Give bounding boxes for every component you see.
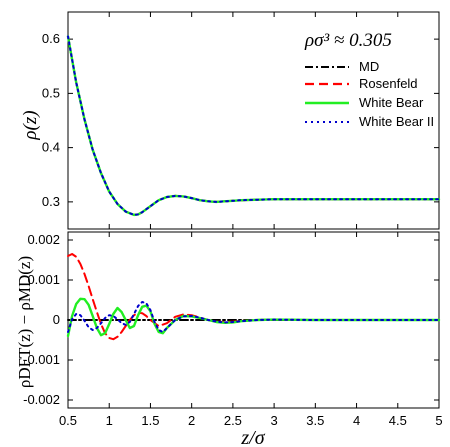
bottom-panel-series (66, 253, 441, 341)
top-panel-frame (67, 11, 440, 230)
bottom-y-axis-label: ρDFT(z) − ρMD(z) (15, 256, 34, 388)
bottom-x-tick-label: 1.5 (141, 413, 159, 428)
bottom-series-white-bear-ii (67, 301, 440, 333)
bottom-y-tick-label: -0.002 (23, 392, 60, 407)
top-panel-ticks: 0.3 0.4 0.5 0.6 (42, 12, 440, 229)
bottom-y-tick-label: 0.002 (27, 232, 60, 247)
bottom-x-tick-label: 5 (435, 413, 442, 428)
legend-label-rosenfeld: Rosenfeld (359, 76, 418, 91)
bottom-x-tick-label: 3.5 (306, 413, 324, 428)
bottom-x-tick-label: 2.5 (224, 413, 242, 428)
bottom-y-axis-label-group: ρDFT(z) − ρMD(z) (15, 256, 34, 388)
legend-label-white-bear-ii: White Bear II (359, 114, 434, 129)
bottom-series-rosenfeld (67, 253, 440, 341)
bottom-x-tick-label: 4 (353, 413, 360, 428)
top-panel-series (66, 35, 441, 217)
bottom-y-tick-label: 0.001 (27, 272, 60, 287)
legend-label-white-bear: White Bear (359, 95, 424, 110)
bottom-x-tick-label: 4.5 (389, 413, 407, 428)
top-y-tick-label: 0.3 (42, 194, 60, 209)
top-y-tick-label: 0.4 (42, 140, 60, 155)
top-y-tick-label: 0.5 (42, 85, 60, 100)
bottom-y-tick-label: -0.001 (23, 352, 60, 367)
top-y-axis-label: ρ(z) (20, 110, 41, 140)
density-annotation: ρσ³ ≈ 0.305 (304, 30, 392, 51)
bottom-x-tick-label: 2 (188, 413, 195, 428)
bottom-x-tick-label: 3 (270, 413, 277, 428)
bottom-x-tick-label: 1 (106, 413, 113, 428)
bottom-panel-ticks: -0.002 -0.001 0 0.001 0.002 0.5 1 1.5 2 2.5 3 3.5 4 4… (23, 232, 443, 428)
legend: MD Rosenfeld White Bear White Bear II (305, 59, 434, 129)
bottom-x-tick-label: 0.5 (59, 413, 77, 428)
top-series-white-bear-ii (67, 35, 440, 216)
x-axis-label: z/σ (240, 427, 265, 447)
legend-label-md: MD (359, 59, 379, 74)
bottom-y-tick-label: 0 (53, 312, 60, 327)
top-y-tick-label: 0.6 (42, 31, 60, 46)
